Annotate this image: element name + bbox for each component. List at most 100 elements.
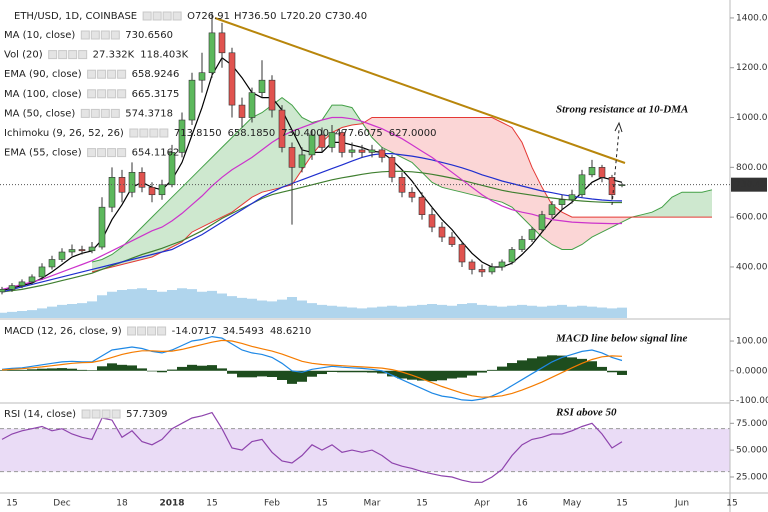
macd-histogram-bar: [427, 370, 437, 382]
volume-bar: [237, 297, 247, 318]
legend-icon: [129, 128, 139, 138]
legend-icon: [152, 11, 162, 21]
y-tick-label: 50.0000: [736, 446, 768, 456]
macd-histogram-bar: [47, 368, 57, 371]
volume-bar: [317, 304, 327, 318]
macd-histogram-bar: [227, 370, 237, 374]
volume-bar: [437, 304, 447, 318]
macd-histogram-bar: [37, 368, 47, 371]
candle-body: [458, 244, 466, 263]
macd-histogram-bar: [357, 370, 367, 373]
volume-bar: [517, 304, 527, 318]
ohlc-label: H736.50: [234, 11, 277, 22]
volume-bar: [547, 305, 557, 318]
ohlc-label: O726.91: [187, 11, 230, 22]
volume-bar: [227, 296, 237, 318]
cloud-segment: [252, 112, 262, 198]
candle-body: [138, 172, 146, 188]
macd-histogram-bar: [147, 370, 157, 372]
candle-body: [328, 132, 336, 148]
x-tick-label: 15: [726, 499, 737, 509]
legend-icon: [90, 108, 100, 118]
legend-value: 627.0000: [389, 128, 437, 139]
ohlc-label: C730.40: [325, 11, 367, 22]
y-tick-label: 800.00: [736, 163, 768, 173]
candle-body: [348, 149, 356, 153]
volume-bar: [7, 311, 17, 318]
candle-body: [498, 261, 506, 268]
cloud-segment: [482, 117, 492, 200]
macd-histogram-bar: [157, 370, 167, 373]
candle-body: [408, 191, 416, 198]
macd-histogram-bar: [87, 370, 97, 371]
cloud-segment: [422, 117, 432, 183]
volume-bar: [17, 311, 27, 318]
volume-bar: [467, 303, 477, 318]
volume-bar: [137, 288, 147, 318]
candle-body: [428, 214, 436, 228]
volume-bar: [497, 306, 507, 318]
rsi-line: [1, 411, 623, 483]
macd-histogram-bar: [617, 370, 627, 375]
macd-histogram-bar: [447, 370, 457, 379]
volume-bar: [577, 305, 587, 318]
legend-value: 27.332K: [93, 50, 135, 61]
y-tick-label: 1400.00: [736, 13, 768, 23]
volume-bar: [477, 304, 487, 318]
candle-body: [148, 186, 156, 196]
candle-body: [358, 149, 366, 153]
cloud-segment: [612, 217, 622, 228]
macd-histogram-bar: [417, 370, 427, 381]
macd-histogram-bar: [277, 370, 287, 380]
candle-body: [88, 246, 96, 252]
candle-body: [38, 266, 46, 278]
volume-bar: [147, 290, 157, 318]
cloud-segment: [402, 117, 412, 163]
macd-histogram-bar: [467, 370, 477, 376]
macd-histogram-bar: [527, 358, 537, 371]
macd-histogram-bar: [117, 364, 127, 371]
candle-body: [308, 134, 316, 156]
cloud-segment: [522, 142, 532, 228]
volume-bar: [487, 305, 497, 318]
cloud-segment: [332, 105, 342, 133]
macd-histogram-bar: [17, 369, 27, 371]
legend-value: -14.0717: [172, 326, 217, 337]
candle-body: [368, 149, 376, 153]
volume-bar: [107, 291, 117, 318]
legend-icon: [107, 89, 117, 99]
cloud-segment: [412, 117, 422, 173]
volume-bar: [117, 290, 127, 318]
volume-bar: [37, 308, 47, 318]
candle-body: [288, 147, 296, 168]
legend-name: MA (100, close): [4, 89, 82, 100]
macd-histogram-bar: [607, 370, 617, 373]
volume-bar: [187, 289, 197, 318]
volume-bar: [407, 305, 417, 318]
macd-histogram-bar: [307, 370, 317, 377]
volume-bar: [67, 304, 77, 318]
volume-bar: [87, 301, 97, 318]
macd-histogram-bar: [487, 369, 497, 371]
macd-histogram-bar: [397, 370, 407, 379]
candle-body: [468, 261, 476, 270]
macd-histogram-bar: [97, 366, 107, 371]
legend-icon: [97, 148, 107, 158]
volume-bar: [457, 304, 467, 318]
macd-histogram-bar: [557, 355, 567, 371]
y-tick-label: 600.00: [736, 213, 768, 223]
macd-histogram-bar: [247, 370, 257, 378]
legend-icon: [172, 11, 182, 21]
cloud-segment: [502, 122, 512, 208]
volume-bar: [597, 307, 607, 318]
macd-histogram-bar: [477, 370, 487, 373]
legend-value: 713.8150: [174, 128, 222, 139]
y-tick-label: -100.000: [736, 396, 768, 406]
x-tick-label: 18: [116, 499, 128, 509]
cloud-segment: [132, 227, 142, 262]
candle-body: [68, 249, 76, 253]
legend-icon: [107, 148, 117, 158]
macd-histogram-bar: [367, 370, 377, 373]
candle-body: [198, 72, 206, 81]
